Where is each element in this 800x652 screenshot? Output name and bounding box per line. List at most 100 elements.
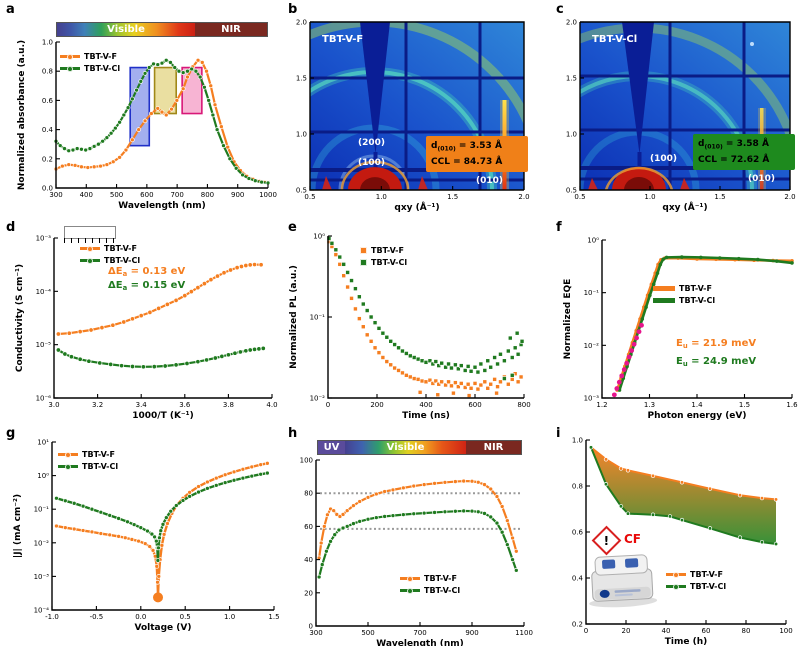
stability-chart: 0 20 40 60 80 100 0.2 0.4 0.6 0.8 1.0 Time (h) Norma…	[556, 437, 793, 647]
giwaxs-title-f: TBT-V-F	[322, 34, 364, 45]
panel-i-stability: i ! CF TBT-V-F TBT-V-Cl 0 20 40 60 80 100 0.2 0…	[556, 426, 798, 647]
svg-text:1.5: 1.5	[566, 75, 577, 83]
svg-text:700: 700	[170, 191, 183, 199]
svg-text:10⁻⁴: 10⁻⁴	[34, 607, 50, 615]
panel-letter-e: e	[288, 220, 297, 235]
svg-text:1100: 1100	[515, 629, 533, 637]
svg-text:500: 500	[110, 191, 123, 199]
svg-text:1.3: 1.3	[644, 401, 655, 409]
legend-label: TBT-V-Cl	[690, 582, 727, 591]
svg-text:900: 900	[231, 191, 244, 199]
green-line-marker-icon	[80, 259, 100, 262]
svg-text:2.0: 2.0	[784, 193, 795, 201]
d010-value: d(010) = 3.53 Å	[431, 141, 502, 153]
svg-text:10⁰: 10⁰	[587, 237, 599, 245]
legend-i: TBT-V-F TBT-V-Cl	[666, 570, 726, 591]
svg-text:1.4: 1.4	[691, 401, 703, 409]
legend-item: TBT-V-Cl	[60, 64, 120, 73]
svg-text:0.5: 0.5	[304, 193, 315, 201]
svg-text:1.6: 1.6	[786, 401, 798, 409]
svg-text:800: 800	[517, 401, 530, 409]
delta-e-orange: ΔEa = 0.13 eV	[108, 266, 186, 278]
svg-text:Voltage (V): Voltage (V)	[135, 623, 192, 633]
svg-text:100: 100	[300, 457, 313, 465]
svg-text:40: 40	[662, 627, 671, 635]
orange-line-marker-icon	[58, 453, 78, 456]
orange-line-marker-icon	[60, 55, 80, 58]
svg-text:400: 400	[80, 191, 93, 199]
svg-text:10⁻²: 10⁻²	[584, 342, 600, 350]
svg-text:0: 0	[326, 401, 330, 409]
svg-text:0.4: 0.4	[42, 126, 54, 134]
svg-text:Time (ns): Time (ns)	[402, 411, 450, 421]
svg-text:1.0: 1.0	[296, 131, 307, 139]
svg-text:0.4: 0.4	[572, 575, 584, 583]
svg-text:qxy (Å⁻¹): qxy (Å⁻¹)	[662, 202, 707, 213]
svg-text:4.0: 4.0	[266, 401, 277, 409]
svg-text:10⁻³: 10⁻³	[36, 235, 52, 243]
legend-e: TBT-V-F TBT-V-Cl	[360, 246, 407, 267]
svg-text:10⁰: 10⁰	[37, 472, 49, 480]
panel-letter-c: c	[556, 2, 564, 17]
svg-text:20: 20	[622, 627, 631, 635]
svg-text:60: 60	[702, 627, 711, 635]
svg-text:Normalized PL (a.u.): Normalized PL (a.u.)	[289, 265, 299, 369]
svg-text:10⁻³: 10⁻³	[34, 573, 50, 581]
svg-text:0.5: 0.5	[574, 193, 585, 201]
svg-text:0.5: 0.5	[566, 187, 577, 195]
svg-text:Time (h): Time (h)	[665, 637, 707, 646]
svg-text:1.5: 1.5	[268, 613, 279, 621]
svg-text:3.0: 3.0	[48, 401, 59, 409]
panel-h-absorptance: h UV Visible NIR TBT-V-F TBT-V-Cl 300 500…	[288, 426, 538, 646]
orange-square-marker-icon	[360, 247, 367, 254]
ccl-value: CCL = 84.73 Å	[431, 156, 503, 167]
svg-text:Wavelength (nm): Wavelength (nm)	[118, 201, 206, 211]
spectral-bar-a: Visible NIR	[56, 22, 268, 37]
peak-010-label: (010)	[476, 176, 504, 186]
peak-200-label: (200)	[358, 138, 386, 148]
svg-text:300: 300	[49, 191, 62, 199]
panel-c-giwaxs-cl: c	[556, 2, 798, 218]
legend-label: TBT-V-Cl	[104, 256, 141, 265]
green-line-marker-icon	[58, 465, 78, 468]
svg-text:2.0: 2.0	[296, 19, 307, 27]
svg-text:-1.0: -1.0	[45, 613, 59, 621]
svg-text:10⁻¹: 10⁻¹	[34, 506, 50, 514]
svg-text:10⁻¹: 10⁻¹	[584, 289, 600, 297]
svg-text:1.5: 1.5	[739, 401, 750, 409]
svg-text:1.5: 1.5	[296, 75, 307, 83]
svg-text:1000: 1000	[259, 191, 277, 199]
legend-label: TBT-V-F	[679, 284, 712, 293]
legend-item: TBT-V-Cl	[58, 462, 118, 471]
svg-text:1.0: 1.0	[644, 193, 655, 201]
svg-text:800: 800	[201, 191, 214, 199]
svg-text:10⁻⁴: 10⁻⁴	[36, 288, 52, 296]
svg-text:Wavelength (nm): Wavelength (nm)	[376, 639, 464, 646]
svg-text:40: 40	[304, 556, 313, 564]
giwaxs-title-cl: TBT-V-Cl	[592, 34, 638, 45]
svg-text:Conductivity (S cm⁻¹): Conductivity (S cm⁻¹)	[15, 264, 25, 372]
panel-a-absorption: a Visible NIR TBT-V-F TBT-V-Cl 300 400 500…	[6, 2, 282, 218]
legend-item: TBT-V-F	[666, 570, 726, 579]
legend-label: TBT-V-F	[424, 574, 457, 583]
legend-item: TBT-V-Cl	[653, 296, 715, 305]
green-line-marker-icon	[400, 589, 420, 592]
svg-text:0.5: 0.5	[180, 613, 191, 621]
panel-letter-b: b	[288, 2, 298, 17]
svg-text:20: 20	[304, 589, 313, 597]
orange-line-marker-icon	[666, 573, 686, 576]
panel-b-giwaxs-f: b	[288, 2, 538, 218]
visible-band: Visible	[57, 23, 195, 36]
legend-label: TBT-V-Cl	[679, 296, 716, 305]
legend-d: TBT-V-F TBT-V-Cl	[80, 244, 140, 265]
giwaxs-image	[580, 22, 790, 190]
panel-letter-d: d	[6, 220, 16, 235]
svg-text:400: 400	[419, 401, 432, 409]
panel-letter-h: h	[288, 426, 298, 441]
nir-band: NIR	[466, 441, 521, 454]
svg-text:0.0: 0.0	[135, 613, 146, 621]
svg-text:0: 0	[309, 623, 313, 631]
urbach-energy-orange: Eu = 21.9 meV	[676, 338, 757, 350]
hazard-label: CF	[624, 532, 642, 546]
svg-text:-0.5: -0.5	[90, 613, 104, 621]
